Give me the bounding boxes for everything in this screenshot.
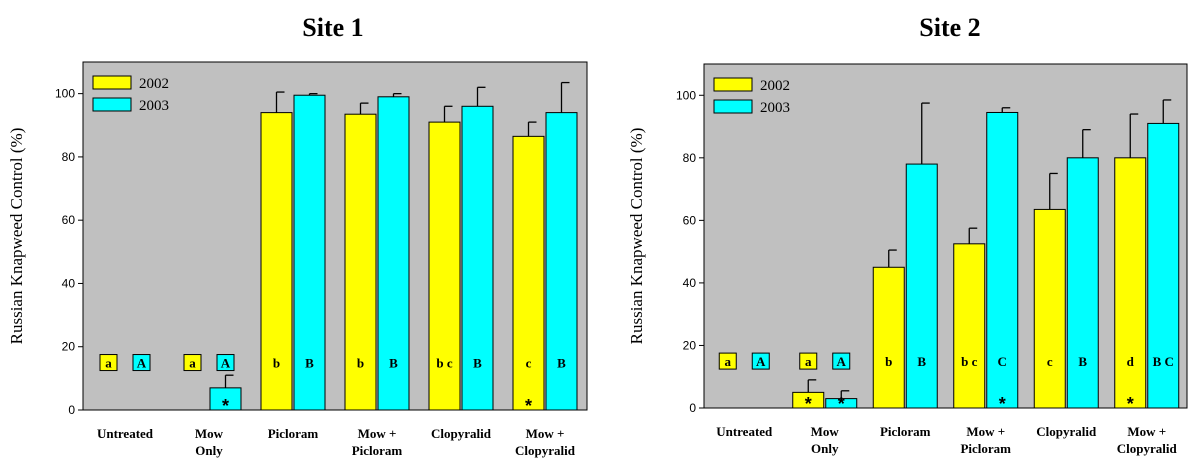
bar-2003 (905, 163, 938, 409)
y-tick-label: 60 (683, 213, 697, 227)
significance-letter: B (389, 356, 398, 371)
significance-box (832, 352, 851, 370)
y-tick-label: 0 (689, 401, 696, 415)
significance-letter: B (917, 354, 926, 369)
bar-2003 (1147, 122, 1180, 409)
significance-star: * (525, 396, 532, 416)
bar-2002 (1033, 208, 1066, 409)
significance-letter: a (805, 354, 812, 369)
category-label: Mow (811, 424, 840, 439)
significance-letter: d (1127, 354, 1135, 369)
significance-letter: B (557, 356, 566, 371)
significance-box (183, 354, 202, 372)
category-label: Picloram (960, 441, 1011, 456)
category-label: Clopyralid (431, 426, 492, 441)
significance-letter: B C (1153, 354, 1174, 369)
y-tick-label: 0 (68, 403, 75, 417)
legend-label: 2003 (139, 98, 169, 114)
significance-letter: A (137, 356, 147, 371)
y-tick-label: 20 (62, 340, 76, 354)
y-tick-label: 20 (683, 338, 697, 352)
chart-title: Site 2 (919, 13, 980, 42)
y-axis-label: Russian Knapweed Control (%) (627, 128, 646, 345)
plot-area (703, 63, 1188, 409)
bar-2003 (461, 105, 494, 411)
bar-2003 (1066, 157, 1099, 409)
significance-letter: B (305, 356, 314, 371)
bar-2003 (986, 111, 1019, 409)
category-label: Clopyralid (1117, 441, 1178, 456)
significance-star: * (1127, 394, 1134, 414)
significance-star: * (805, 394, 812, 414)
legend-label: 2002 (139, 76, 169, 92)
significance-box (99, 354, 118, 372)
category-label: Clopyralid (515, 443, 576, 458)
significance-box (718, 352, 737, 370)
category-label: Only (811, 441, 839, 456)
y-tick-label: 80 (62, 150, 76, 164)
chart-1: Site 1 Russian Knapweed Control (%) 0 20 40 6… (7, 13, 588, 458)
bar-2002 (1114, 157, 1147, 409)
legend-swatch-2003 (713, 99, 753, 114)
category-label: Picloram (352, 443, 403, 458)
category-label: Only (195, 443, 223, 458)
category-label: Picloram (880, 424, 931, 439)
significance-box (751, 352, 770, 370)
category-label: Mow + (358, 426, 397, 441)
significance-letter: C (998, 354, 1007, 369)
significance-letter: A (756, 354, 766, 369)
category-label: Untreated (716, 424, 773, 439)
category-label: Clopyralid (1036, 424, 1097, 439)
category-label: Untreated (97, 426, 154, 441)
bar-2002 (953, 243, 986, 409)
chart-title: Site 1 (302, 13, 363, 42)
significance-letter: b (885, 354, 892, 369)
significance-letter: b (273, 356, 280, 371)
significance-box (799, 352, 818, 370)
significance-box (132, 354, 151, 372)
y-tick-label: 100 (676, 88, 696, 102)
plot-area (82, 61, 588, 411)
category-label: Mow + (526, 426, 565, 441)
chart-2: Site 2 Russian Knapweed Control (%) 0 20 40 6… (627, 13, 1188, 456)
significance-letter: a (105, 356, 112, 371)
category-label: Mow + (966, 424, 1005, 439)
legend-label: 2002 (760, 78, 790, 94)
category-label: Mow (195, 426, 224, 441)
legend-swatch-2003 (92, 97, 132, 112)
significance-letter: a (725, 354, 732, 369)
bar-2002 (260, 112, 293, 411)
y-tick-label: 80 (683, 151, 697, 165)
legend-swatch-2002 (92, 75, 132, 90)
significance-box (216, 354, 235, 372)
significance-letter: c (526, 356, 532, 371)
significance-letter: B (1078, 354, 1087, 369)
y-tick-label: 60 (62, 213, 76, 227)
y-axis-label: Russian Knapweed Control (%) (7, 128, 26, 345)
significance-letter: b c (436, 356, 452, 371)
significance-star: * (222, 396, 229, 416)
bar-2002 (872, 266, 905, 409)
significance-letter: B (473, 356, 482, 371)
significance-letter: A (837, 354, 847, 369)
y-tick-label: 40 (683, 276, 697, 290)
category-label: Mow + (1127, 424, 1166, 439)
legend-swatch-2002 (713, 77, 753, 92)
significance-letter: b c (961, 354, 977, 369)
significance-letter: a (189, 356, 196, 371)
significance-letter: c (1047, 354, 1053, 369)
bar-2003 (293, 94, 326, 411)
legend-label: 2003 (760, 100, 790, 116)
significance-star: * (999, 394, 1006, 414)
y-tick-label: 100 (55, 87, 75, 101)
y-tick-label: 40 (62, 276, 76, 290)
significance-letter: b (357, 356, 364, 371)
category-label: Picloram (268, 426, 319, 441)
bar-2002 (344, 113, 377, 411)
significance-letter: A (221, 356, 231, 371)
significance-star: * (838, 394, 845, 414)
